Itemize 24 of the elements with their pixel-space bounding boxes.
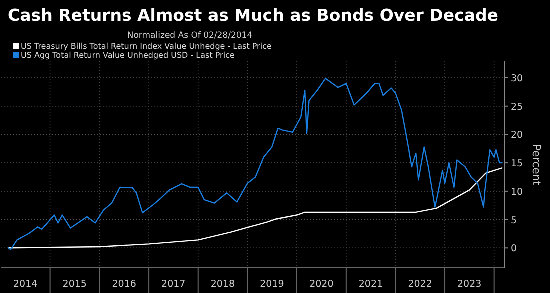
legend-label: US Treasury Bills Total Return Index Value Unhedge - Last Price <box>21 42 272 51</box>
y-tick-label: 25 <box>511 102 524 113</box>
line-series <box>8 78 503 250</box>
x-tick-label: 2017 <box>162 279 186 290</box>
x-tick-label: 2022 <box>408 279 432 290</box>
chart-subtitle: Normalized As Of 02/28/2014 <box>127 31 253 41</box>
x-tick-label: 2018 <box>210 279 236 290</box>
x-tick-label: 2015 <box>62 279 87 290</box>
x-tick-label: 2020 <box>310 279 334 290</box>
legend-label: US Agg Total Return Value Unhedged USD - Last Price <box>21 51 235 60</box>
y-tick-label: 20 <box>511 130 524 142</box>
y-tick-label: 10 <box>511 186 524 198</box>
y-axis-title: Percent <box>530 144 543 186</box>
x-tick-label: 2023 <box>458 279 482 290</box>
x-tick-label: 2021 <box>358 279 384 290</box>
x-tick-label: 2019 <box>260 279 284 290</box>
y-tick-label: 30 <box>511 74 524 85</box>
line-series <box>8 168 503 249</box>
y-tick-label: 5 <box>511 215 518 226</box>
x-tick-label: 2016 <box>112 279 136 290</box>
y-tick-label: 15 <box>511 158 524 170</box>
x-tick-label: 2014 <box>13 279 38 290</box>
y-tick-label: 0 <box>511 244 518 255</box>
chart-title: Cash Returns Almost as Much as Bonds Over Decade <box>8 6 498 25</box>
